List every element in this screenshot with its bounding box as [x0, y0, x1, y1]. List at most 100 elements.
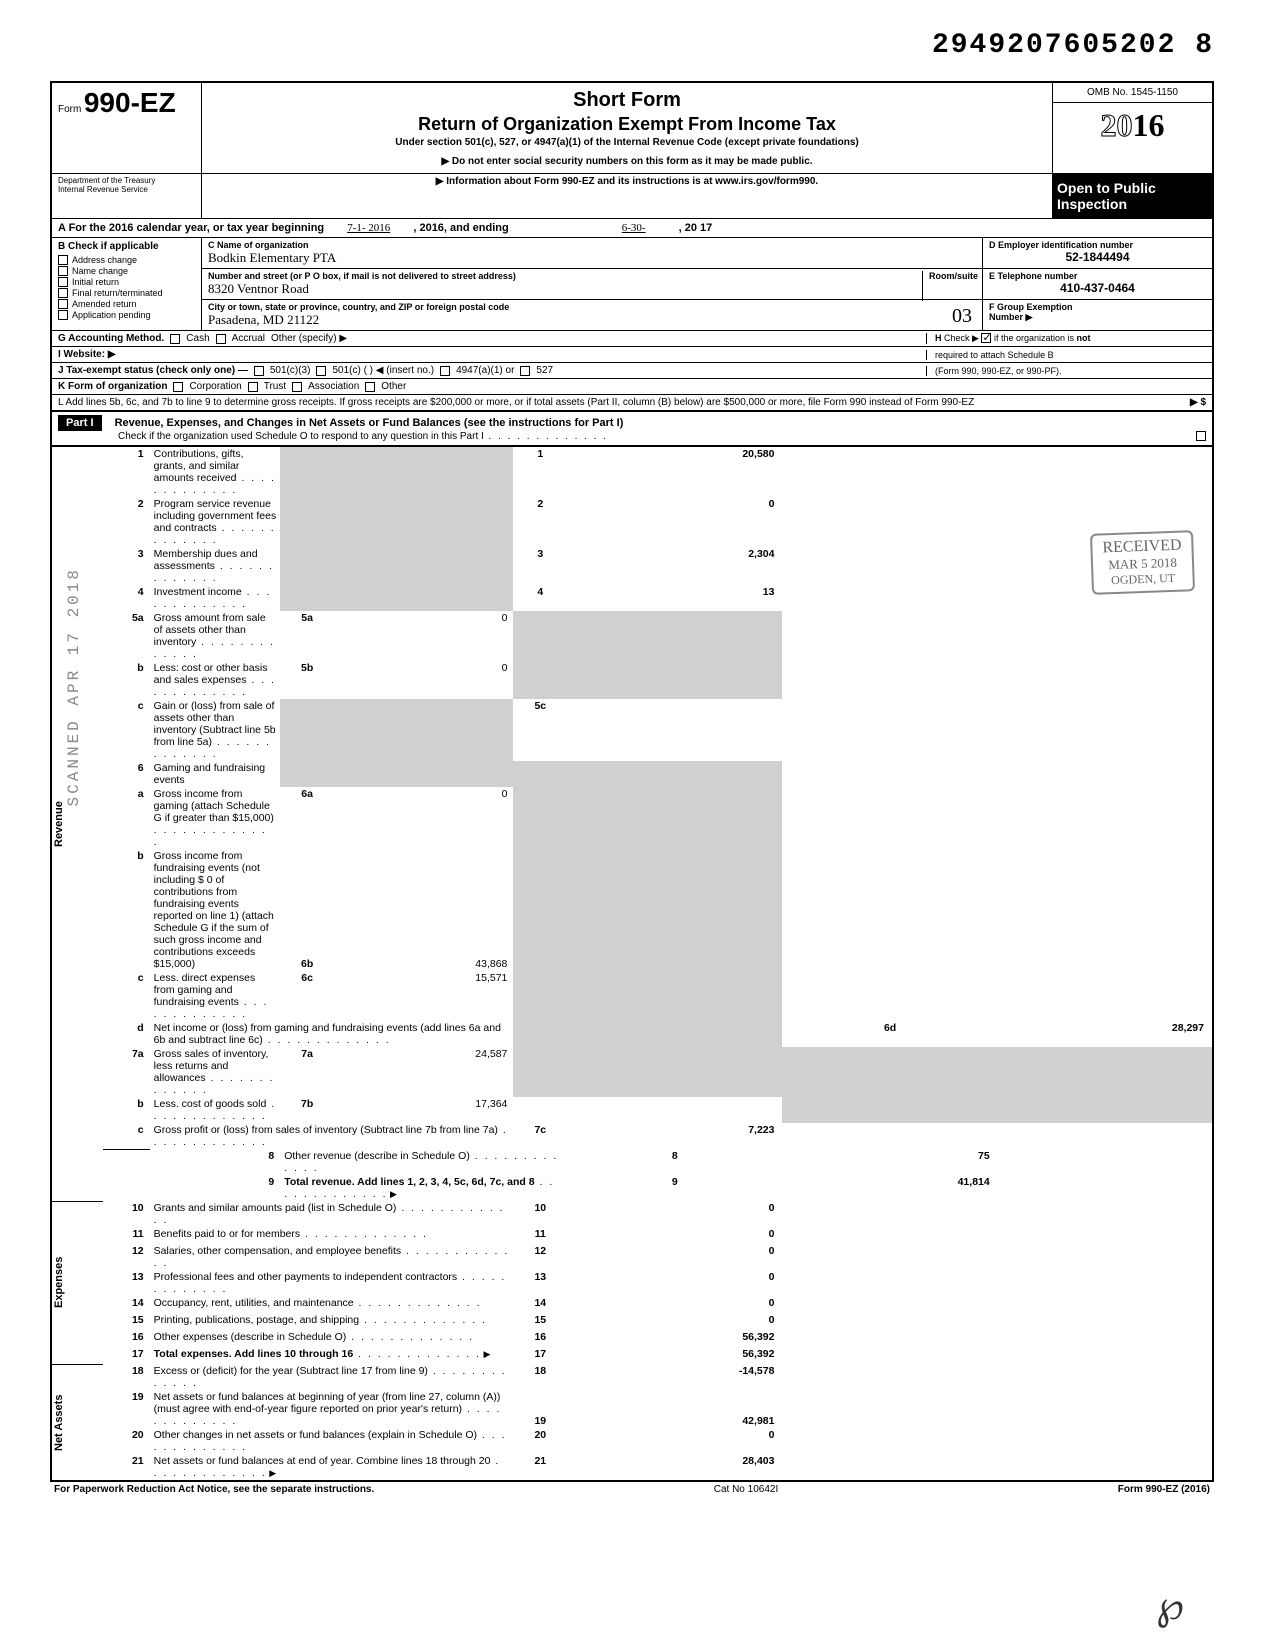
row-j-label: J Tax-exempt status (check only one) —	[58, 365, 248, 376]
dept-treasury: Department of the Treasury Internal Reve…	[52, 174, 202, 218]
val-5a: 0	[334, 611, 513, 661]
signature-initial: ℘	[1156, 1582, 1184, 1629]
val-6b: 43,868	[334, 849, 513, 971]
line-18-desc: Excess or (deficit) for the year (Subtra…	[150, 1364, 514, 1390]
part-1-badge: Part I	[58, 415, 102, 431]
side-expenses: Expenses	[51, 1201, 103, 1364]
line-3-desc: Membership dues and assessments	[150, 547, 281, 585]
line-7b-desc: Less. cost of goods sold	[150, 1097, 281, 1123]
section-c-addr-label: Number and street (or P O box, if mail i…	[208, 271, 976, 281]
line-15-desc: Printing, publications, postage, and shi…	[150, 1313, 514, 1330]
col-1: 1	[513, 447, 567, 497]
chk-trust[interactable]	[248, 382, 258, 392]
chk-association[interactable]	[292, 382, 302, 392]
line-4-desc: Investment income	[150, 585, 281, 611]
dept-line1: Department of the Treasury	[58, 176, 195, 185]
line-13-desc: Professional fees and other payments to …	[150, 1270, 514, 1296]
chk-final-return[interactable]: Final return/terminated	[58, 288, 195, 298]
chk-application-pending[interactable]: Application pending	[58, 310, 195, 320]
chk-501c3[interactable]	[254, 366, 264, 376]
org-name[interactable]: Bodkin Elementary PTA	[208, 250, 976, 266]
chk-schedule-b-not-required[interactable]	[981, 333, 991, 343]
val-19: 42,981	[567, 1390, 782, 1428]
form-info-url: ▶ Information about Form 990-EZ and its …	[202, 174, 1052, 218]
section-b-title: B Check if applicable	[58, 241, 195, 252]
side-revenue: Revenue	[51, 447, 103, 1201]
section-d-label: D Employer identification number	[989, 240, 1206, 250]
row-i-label: I Website: ▶	[58, 349, 116, 360]
val-3: 2,304	[567, 547, 782, 585]
val-9: 41,814	[782, 1175, 997, 1201]
section-def: D Employer identification number 52-1844…	[982, 238, 1212, 330]
row-j: J Tax-exempt status (check only one) — 5…	[52, 363, 1212, 379]
org-street[interactable]: 8320 Ventnor Road	[208, 281, 976, 297]
row-a-begin-date[interactable]: 7-1- 2016	[327, 222, 410, 234]
chk-address-change[interactable]: Address change	[58, 255, 195, 265]
val-5b: 0	[334, 661, 513, 699]
val-8: 75	[782, 1149, 997, 1175]
chk-other-org[interactable]	[365, 382, 375, 392]
chk-cash[interactable]	[170, 334, 180, 344]
side-net-assets: Net Assets	[51, 1364, 103, 1481]
room-suite-label: Room/suite	[922, 271, 978, 301]
val-16: 56,392	[567, 1330, 782, 1347]
line-20-desc: Other changes in net assets or fund bala…	[150, 1428, 514, 1454]
section-c: C Name of organization Bodkin Elementary…	[202, 238, 982, 330]
chk-527[interactable]	[520, 366, 530, 376]
tax-year: 2016	[1053, 103, 1212, 148]
ln-1: 1	[103, 447, 150, 497]
form-title-short: Short Form	[212, 89, 1042, 112]
open-public-badge: Open to Public Inspection	[1053, 174, 1212, 218]
line-11-desc: Benefits paid to or for members	[150, 1227, 514, 1244]
form-number-box: Form 990-EZ	[52, 83, 202, 173]
row-k: K Form of organization Corporation Trust…	[52, 379, 1212, 395]
line-5b-desc: Less: cost or other basis and sales expe…	[150, 661, 281, 699]
line-9-desc: Total revenue. Add lines 1, 2, 3, 4, 5c,…	[280, 1175, 567, 1201]
chk-corporation[interactable]	[173, 382, 183, 392]
val-20: 0	[567, 1428, 782, 1454]
form-header-right: OMB No. 1545-1150 2016	[1052, 83, 1212, 173]
section-c-name-label: C Name of organization	[208, 240, 976, 250]
chk-accrual[interactable]	[216, 334, 226, 344]
line-8-desc: Other revenue (describe in Schedule O)	[280, 1149, 567, 1175]
row-a-end-date[interactable]: 6-30-	[592, 222, 676, 234]
line-7c-desc: Gross profit or (loss) from sales of inv…	[150, 1123, 514, 1149]
chk-schedule-o-part1[interactable]	[1196, 431, 1206, 441]
val-7a: 24,587	[334, 1047, 513, 1097]
row-h: H Check ▶ if the organization is not	[926, 333, 1206, 344]
open-public-l1: Open to Public	[1057, 180, 1208, 196]
ein[interactable]: 52-1844494	[989, 250, 1206, 264]
footer-center: Cat No 10642I	[714, 1484, 779, 1495]
footer: For Paperwork Reduction Act Notice, see …	[50, 1482, 1214, 1497]
val-4: 13	[567, 585, 782, 611]
dept-row: Department of the Treasury Internal Reve…	[50, 173, 1214, 218]
omb-number: OMB No. 1545-1150	[1053, 83, 1212, 103]
line-17-desc: Total expenses. Add lines 10 through 16	[150, 1347, 514, 1364]
chk-amended-return[interactable]: Amended return	[58, 299, 195, 309]
handwritten-03: 03	[952, 305, 972, 328]
line-6c-desc: Less. direct expenses from gaming and fu…	[150, 971, 281, 1021]
org-city[interactable]: Pasadena, MD 21122	[208, 312, 976, 328]
line-6a-desc: Gross income from gaming (attach Schedul…	[150, 787, 281, 849]
val-18: -14,578	[567, 1364, 782, 1390]
row-a-tax-year: A For the 2016 calendar year, or tax yea…	[50, 218, 1214, 238]
footer-left: For Paperwork Reduction Act Notice, see …	[54, 1484, 374, 1495]
val-6d: 28,297	[998, 1021, 1213, 1047]
part-1-header: Part I Revenue, Expenses, and Changes in…	[50, 412, 1214, 447]
received-stamp: RECEIVED MAR 5 2018 OGDEN, UT	[1090, 530, 1195, 595]
form-number: 990-EZ	[84, 87, 176, 118]
chk-501c[interactable]	[316, 366, 326, 376]
section-f-label2: Number ▶	[989, 312, 1206, 323]
line-14-desc: Occupancy, rent, utilities, and maintena…	[150, 1296, 514, 1313]
chk-name-change[interactable]: Name change	[58, 266, 195, 276]
org-info-block: B Check if applicable Address change Nam…	[50, 238, 1214, 331]
row-a-label: A For the 2016 calendar year, or tax yea…	[58, 222, 324, 234]
row-g: G Accounting Method. Cash Accrual Other …	[52, 331, 1212, 347]
chk-initial-return[interactable]: Initial return	[58, 277, 195, 287]
line-6-desc: Gaming and fundraising events	[150, 761, 281, 787]
telephone[interactable]: 410-437-0464	[989, 281, 1206, 295]
val-11: 0	[567, 1227, 782, 1244]
line-1-desc: Contributions, gifts, grants, and simila…	[150, 447, 281, 497]
chk-4947a1[interactable]	[440, 366, 450, 376]
row-l-text: L Add lines 5b, 6c, and 7b to line 9 to …	[58, 397, 1184, 408]
